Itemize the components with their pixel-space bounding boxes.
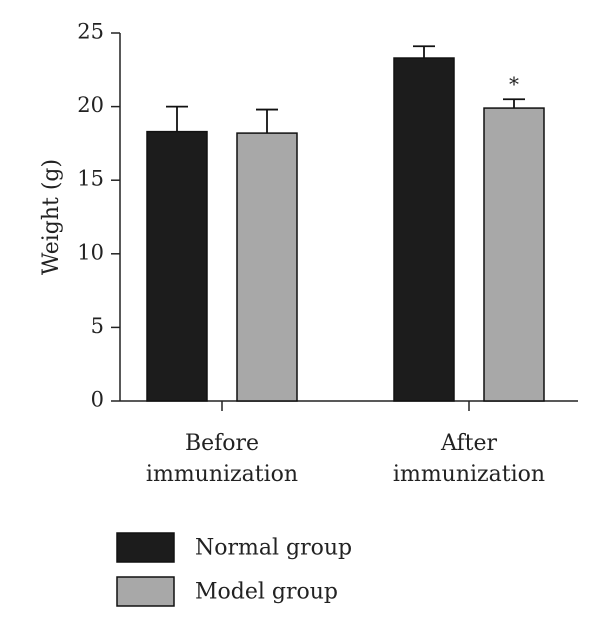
- bar: [236, 132, 298, 402]
- y-tick-label: 25: [77, 20, 104, 44]
- y-tick-label: 20: [77, 93, 104, 117]
- legend-swatch: [116, 576, 175, 607]
- y-tick-label: 0: [91, 388, 104, 412]
- legend-swatch: [116, 532, 175, 563]
- x-tick-label: Before immunization: [146, 431, 298, 487]
- x-tick-label: After immunization: [393, 431, 545, 487]
- y-tick-label: 5: [91, 314, 104, 338]
- bar: [393, 57, 455, 402]
- y-axis-title: Weight (g): [39, 159, 64, 275]
- legend: Normal group Model group: [116, 532, 352, 607]
- y-tick-label: 10: [77, 240, 104, 264]
- legend-label: Model group: [195, 580, 338, 605]
- bar: [483, 107, 545, 402]
- significance-marker: *: [509, 72, 519, 96]
- plot-area: 0 5 10 15 20 25 Before immunization After immuniz…: [77, 20, 578, 487]
- y-tick-label: 15: [77, 167, 104, 191]
- legend-label: Normal group: [195, 536, 352, 561]
- bar: [146, 130, 208, 402]
